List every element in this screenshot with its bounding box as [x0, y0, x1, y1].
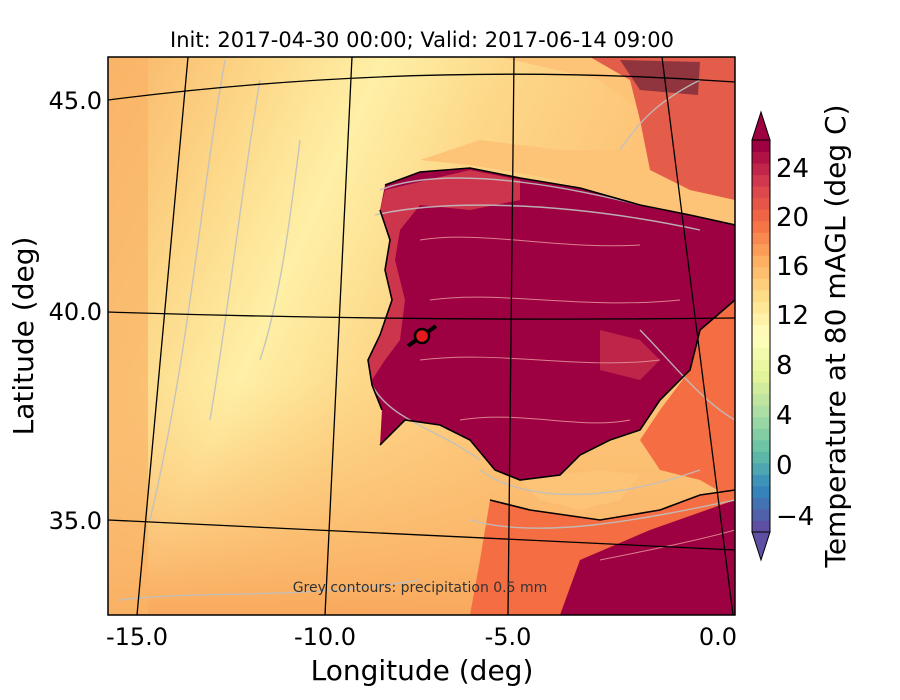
colorbar-segment: [752, 336, 770, 349]
colorbar: [751, 110, 771, 562]
precip-contours: [119, 59, 735, 601]
colorbar-segment: [752, 197, 770, 210]
med-sea: [640, 300, 735, 500]
colorbar-segment: [752, 382, 770, 395]
colorbar-segment: [752, 266, 770, 279]
x-tick-label: 0.0: [699, 623, 737, 651]
colorbar-segment: [752, 474, 770, 487]
y-tick-label: 35.0: [49, 507, 102, 535]
colorbar-segment: [752, 439, 770, 452]
iberia-coast-warm: [368, 170, 520, 380]
colorbar-segment: [752, 359, 770, 372]
x-tick-label: -15.0: [106, 623, 168, 651]
location-marker: [406, 324, 438, 348]
iberia-land: [368, 168, 735, 480]
coastline: [367, 167, 735, 481]
graticule: [108, 57, 735, 615]
x-tick-label: -10.0: [294, 623, 356, 651]
colorbar-segment: [752, 428, 770, 441]
colorbar-tick-label: 8: [776, 351, 793, 381]
alboran-sea: [520, 470, 640, 510]
north-africa-hot: [560, 500, 735, 615]
colorbar-tick-label: 4: [776, 401, 793, 431]
colorbar-segment: [752, 255, 770, 268]
precip-annotation: Grey contours: precipitation 0.5 mm: [293, 580, 548, 596]
iberia-east-warm: [600, 330, 660, 380]
colorbar-segment: [752, 347, 770, 360]
x-tick-labels: -15.0 -10.0 -5.0 0.0: [106, 623, 737, 651]
colorbar-segment: [752, 289, 770, 302]
colorbar-frame: [751, 139, 771, 533]
colorbar-segment: [752, 508, 770, 521]
colorbar-tick-label: 16: [776, 252, 809, 282]
colorbar-segment: [752, 140, 770, 153]
colorbar-segment: [752, 462, 770, 475]
y-tick-labels: 35.0 40.0 45.0: [49, 87, 102, 535]
colorbar-segment: [752, 370, 770, 383]
colorbar-tick-label: 0: [776, 451, 793, 481]
colorbar-tick-label: 20: [776, 203, 809, 233]
y-tick-label: 40.0: [49, 298, 102, 326]
colorbar-segment: [752, 186, 770, 199]
colorbar-segment: [752, 520, 770, 533]
africa-coastline: [489, 489, 735, 521]
y-tick-label: 45.0: [49, 87, 102, 115]
colorbar-segment: [752, 405, 770, 418]
colorbar-segment: [752, 163, 770, 176]
map-area: Grey contours: precipitation 0.5 mm: [108, 57, 735, 615]
colorbar-tick-labels: −4 0 4 8 12 16 20 24: [776, 154, 814, 532]
colorbar-segment: [752, 209, 770, 222]
colorbar-label: Temperature at 80 mAGL (deg C): [819, 104, 852, 568]
colorbar-segment: [752, 451, 770, 464]
colorbar-segment: [752, 416, 770, 429]
colorbar-segment: [752, 312, 770, 325]
colorbar-tick-label: −4: [776, 502, 814, 532]
colorbar-segment: [752, 497, 770, 510]
x-tick-label: -5.0: [485, 623, 532, 651]
colorbar-extend-min: [751, 531, 771, 562]
colorbar-segment: [752, 324, 770, 337]
marker-dot: [413, 327, 431, 345]
colorbar-tick-label: 24: [776, 154, 809, 184]
colorbar-segment: [752, 485, 770, 498]
france-warm-field: [590, 57, 735, 200]
west-ocean-band: [108, 57, 148, 615]
colorbar-segment: [752, 220, 770, 233]
plot-title: Init: 2017-04-30 00:00; Valid: 2017-06-1…: [170, 28, 674, 52]
colorbar-segment: [752, 243, 770, 256]
map-frame: [107, 56, 736, 616]
colorbar-tick-label: 12: [776, 301, 809, 331]
y-axis-label: Latitude (deg): [7, 237, 40, 436]
colorbar-segment: [752, 174, 770, 187]
colorbar-segment: [752, 393, 770, 406]
colorbar-segment: [752, 232, 770, 245]
colorbar-segment: [752, 301, 770, 314]
colorbar-segment: [752, 151, 770, 164]
colorbar-segment: [752, 278, 770, 291]
colorbar-extend-max: [751, 110, 771, 141]
x-axis-label: Longitude (deg): [311, 654, 534, 687]
